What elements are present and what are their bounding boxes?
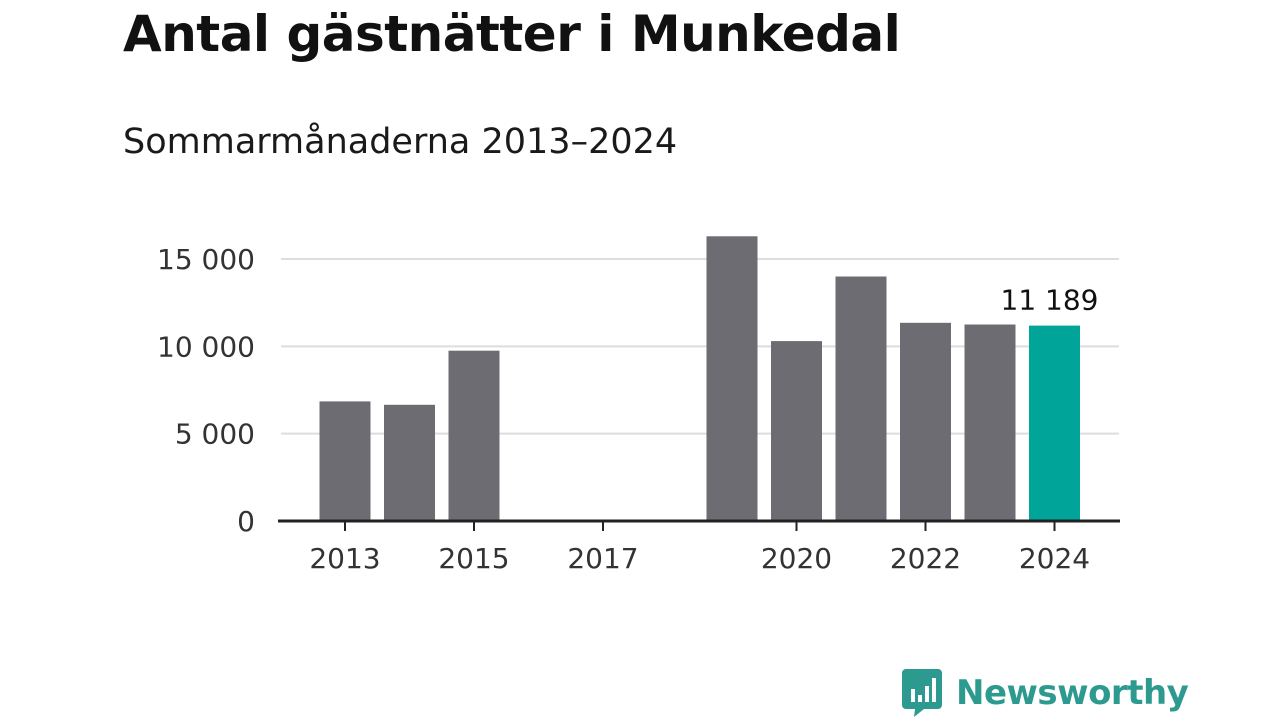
brand-name: Newsworthy <box>956 673 1189 713</box>
bar <box>835 276 887 521</box>
x-tick-label: 2013 <box>309 542 380 575</box>
y-tick-label: 0 <box>237 505 255 538</box>
x-tick-label: 2024 <box>1019 542 1090 575</box>
bar-chart-speech-bubble-icon <box>902 669 942 717</box>
x-tick-label: 2022 <box>890 542 961 575</box>
bar <box>319 401 371 521</box>
y-tick-label: 15 000 <box>157 243 255 276</box>
x-tick-label: 2015 <box>438 542 509 575</box>
bar <box>706 236 758 522</box>
bar <box>964 324 1016 521</box>
bar-highlighted <box>1029 325 1080 521</box>
chart-subtitle: Sommarmånaderna 2013–2024 <box>123 122 678 162</box>
bar <box>771 341 822 521</box>
chart-title: Antal gästnätter i Munkedal <box>123 5 901 63</box>
newsworthy-brand: Newsworthy <box>902 668 1189 718</box>
x-tick-label: 2017 <box>567 542 638 575</box>
y-tick-label: 10 000 <box>157 330 255 363</box>
y-tick-label: 5 000 <box>175 418 255 451</box>
x-tick-label: 2020 <box>761 542 832 575</box>
bar <box>448 350 500 521</box>
bar-value-label: 11 189 <box>1001 284 1099 317</box>
bar <box>900 322 951 521</box>
bar <box>384 404 435 521</box>
